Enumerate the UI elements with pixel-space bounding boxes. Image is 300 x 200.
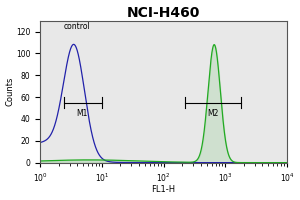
X-axis label: FL1-H: FL1-H	[152, 185, 176, 194]
Y-axis label: Counts: Counts	[6, 77, 15, 106]
Text: control: control	[64, 22, 90, 31]
Title: NCI-H460: NCI-H460	[127, 6, 200, 20]
Text: M2: M2	[207, 109, 219, 118]
Text: M1: M1	[76, 109, 88, 118]
